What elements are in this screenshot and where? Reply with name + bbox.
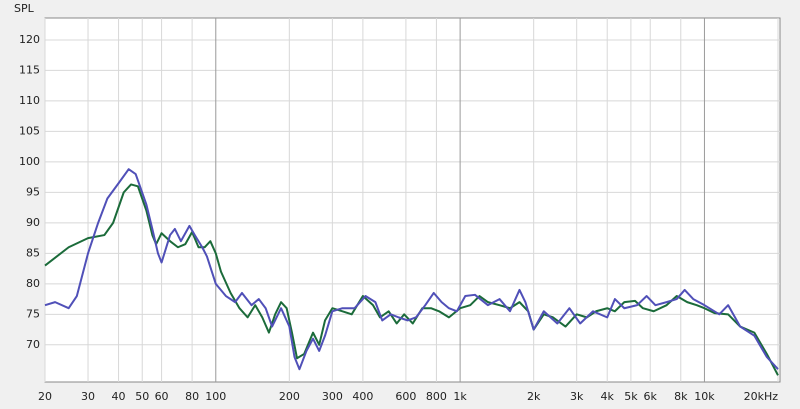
x-tick-label: 800 [426,390,447,403]
x-tick-label: 60 [155,390,169,403]
x-tick-label: 10k [694,390,715,403]
x-tick-label: 100 [205,390,226,403]
series-line [44,168,779,371]
x-tick-label: 4k [601,390,615,403]
y-tick-label: 90 [26,216,40,229]
series-line [44,183,779,376]
y-tick-label: 95 [26,185,40,198]
y-tick-label: 115 [19,63,40,76]
x-tick-label: 30 [81,390,95,403]
x-tick-label: 3k [570,390,584,403]
x-tick-label: 300 [322,390,343,403]
x-tick-label: 20kHz [744,390,779,403]
x-tick-label: 20 [38,390,52,403]
x-tick-label: 40 [112,390,126,403]
y-axis-label: SPL [14,2,35,15]
y-tick-label: 120 [19,33,40,46]
y-tick-label: 100 [19,155,40,168]
y-tick-label: 80 [26,277,40,290]
x-tick-label: 400 [352,390,373,403]
y-tick-label: 85 [26,246,40,259]
plot-area [44,17,781,383]
x-tick-label: 200 [279,390,300,403]
x-tick-label: 2k [527,390,541,403]
x-tick-label: 5k [624,390,638,403]
x-tick-label: 50 [135,390,149,403]
y-tick-label: 70 [26,338,40,351]
x-tick-label: 80 [185,390,199,403]
y-tick-label: 105 [19,124,40,137]
x-tick-label: 1k [453,390,467,403]
x-tick-label: 600 [395,390,416,403]
x-tick-label: 8k [674,390,688,403]
x-tick-label: 6k [644,390,658,403]
y-tick-label: 75 [26,307,40,320]
y-tick-label: 110 [19,94,40,107]
